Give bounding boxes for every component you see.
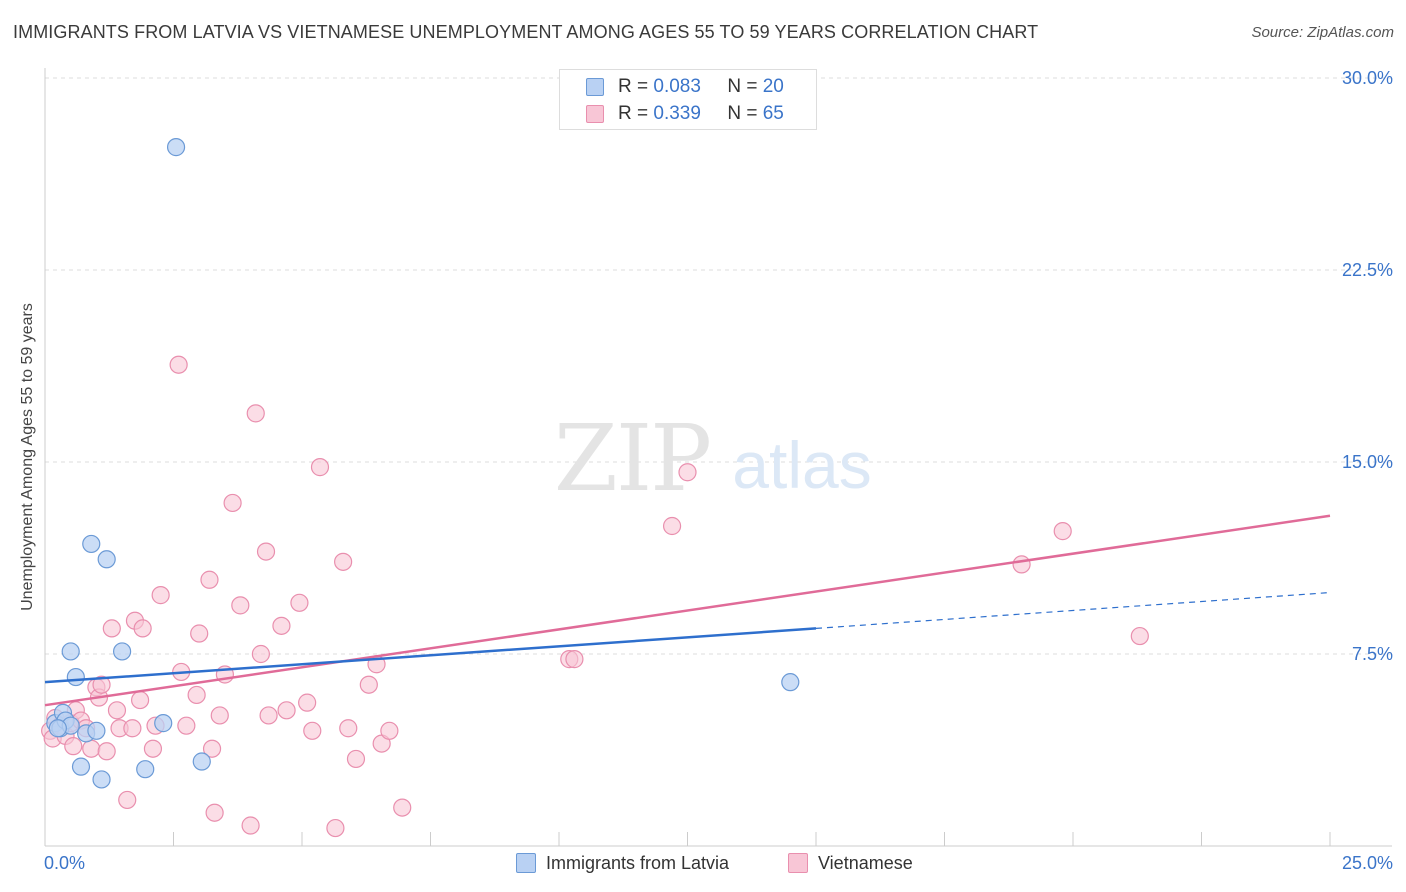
vietnamese-point bbox=[241, 816, 260, 835]
vietnamese-point bbox=[277, 701, 296, 720]
vietnamese-point bbox=[123, 719, 142, 738]
latvia-points bbox=[46, 138, 800, 789]
vietnamese-point bbox=[310, 458, 330, 477]
latvia-point bbox=[82, 534, 101, 554]
latvia-trend-extension bbox=[815, 591, 1331, 629]
legend-n-label: N = bbox=[727, 76, 758, 97]
y-tick-label: 7.5% bbox=[1352, 644, 1393, 664]
vietnamese-point bbox=[169, 355, 188, 374]
legend-r-value-latvia: 0.083 bbox=[653, 76, 701, 97]
vietnamese-point bbox=[133, 619, 152, 638]
x-tick-label: 0.0% bbox=[44, 853, 85, 873]
vietnamese-point bbox=[202, 739, 222, 758]
trend-lines bbox=[44, 514, 1331, 707]
vietnamese-point bbox=[339, 719, 358, 738]
vietnamese-point bbox=[177, 716, 196, 735]
vietnamese-point bbox=[334, 552, 353, 571]
vietnamese-point bbox=[380, 721, 399, 740]
vietnamese-point bbox=[223, 493, 242, 513]
vietnamese-point bbox=[151, 586, 170, 605]
vietnamese-point bbox=[565, 650, 584, 669]
legend-r-label: R = bbox=[618, 103, 649, 124]
vietnamese-point bbox=[102, 619, 121, 638]
latvia-trend-line bbox=[44, 627, 817, 684]
vietnamese-point bbox=[326, 818, 345, 838]
legend-swatch-latvia bbox=[586, 78, 604, 96]
latvia-point bbox=[136, 760, 155, 779]
bottom-legend-swatch-vietnamese bbox=[788, 853, 808, 873]
vietnamese-point bbox=[143, 739, 163, 758]
vietnamese-point bbox=[256, 542, 276, 561]
vietnamese-point bbox=[118, 790, 137, 810]
vietnamese-point bbox=[290, 593, 309, 612]
vietnamese-point bbox=[298, 693, 317, 712]
vietnamese-point bbox=[64, 737, 83, 756]
y-axis-label: Unemployment Among Ages 55 to 59 years bbox=[19, 303, 36, 611]
vietnamese-point bbox=[259, 706, 278, 725]
vietnamese-point bbox=[678, 463, 697, 482]
legend-swatch-vietnamese bbox=[586, 105, 604, 123]
latvia-point bbox=[112, 642, 132, 661]
x-tick-label: 25.0% bbox=[1342, 853, 1393, 873]
vietnamese-point bbox=[107, 701, 127, 720]
vietnamese-point bbox=[190, 624, 209, 643]
watermark: ZIP atlas bbox=[554, 405, 872, 512]
vietnamese-point bbox=[82, 739, 101, 758]
vietnamese-point bbox=[393, 798, 412, 817]
stats-legend: R = 0.083 N = 20 R = 0.339 N = 65 bbox=[559, 69, 817, 130]
latvia-point bbox=[154, 714, 173, 733]
vietnamese-point bbox=[246, 404, 265, 423]
legend-r-label: R = bbox=[618, 76, 649, 97]
vietnamese-point bbox=[1012, 555, 1031, 574]
latvia-point bbox=[66, 667, 85, 687]
y-tick-label: 15.0% bbox=[1342, 452, 1393, 472]
vietnamese-point bbox=[346, 749, 366, 769]
watermark-zip: ZIP bbox=[554, 405, 710, 512]
latvia-point bbox=[61, 642, 80, 661]
bottom-legend-label-vietnamese: Vietnamese bbox=[818, 853, 913, 873]
vietnamese-point bbox=[1053, 522, 1072, 541]
vietnamese-point bbox=[359, 675, 378, 694]
y-tick-labels: 7.5% 15.0% 22.5% 30.0% bbox=[1342, 68, 1393, 664]
bottom-legend-swatch-latvia bbox=[516, 853, 536, 873]
bottom-legend-label-latvia: Immigrants from Latvia bbox=[546, 853, 730, 873]
y-tick-label: 30.0% bbox=[1342, 68, 1393, 88]
vietnamese-point bbox=[92, 675, 111, 694]
vietnamese-trend-line bbox=[44, 514, 1331, 707]
legend-n-label: N = bbox=[727, 103, 758, 124]
latvia-point bbox=[87, 721, 106, 740]
y-axis-label-wrap: Unemployment Among Ages 55 to 59 years bbox=[8, 262, 48, 652]
vietnamese-point bbox=[97, 742, 116, 761]
vietnamese-point bbox=[662, 516, 682, 536]
vietnamese-point bbox=[1130, 626, 1149, 646]
latvia-point bbox=[71, 757, 91, 776]
source-credit: Source: ZipAtlas.com bbox=[1251, 24, 1394, 41]
latvia-point bbox=[192, 752, 211, 771]
vietnamese-point bbox=[251, 644, 270, 664]
axes bbox=[44, 68, 1392, 847]
legend-n-value-latvia: 20 bbox=[762, 76, 784, 97]
watermark-atlas: atlas bbox=[732, 428, 871, 502]
legend-r-value-vietnamese: 0.339 bbox=[653, 103, 701, 124]
y-tick-label: 22.5% bbox=[1342, 260, 1393, 280]
vietnamese-point bbox=[272, 616, 291, 635]
vietnamese-point bbox=[231, 596, 250, 615]
vietnamese-point bbox=[200, 570, 219, 589]
vietnamese-point bbox=[130, 690, 150, 710]
x-tick-labels: 0.0% 25.0% bbox=[44, 853, 1393, 873]
chart-title: IMMIGRANTS FROM LATVIA VS VIETNAMESE UNE… bbox=[13, 22, 1039, 42]
vietnamese-point bbox=[187, 685, 206, 705]
vietnamese-point bbox=[210, 706, 229, 725]
latvia-point bbox=[48, 719, 67, 738]
grid-lines bbox=[45, 77, 1392, 655]
latvia-point bbox=[92, 770, 111, 789]
vietnamese-point bbox=[303, 721, 322, 740]
legend-n-value-vietnamese: 65 bbox=[762, 103, 784, 124]
latvia-point bbox=[166, 138, 186, 157]
latvia-point bbox=[97, 550, 116, 569]
vietnamese-point bbox=[205, 803, 224, 822]
latvia-point bbox=[781, 673, 800, 692]
